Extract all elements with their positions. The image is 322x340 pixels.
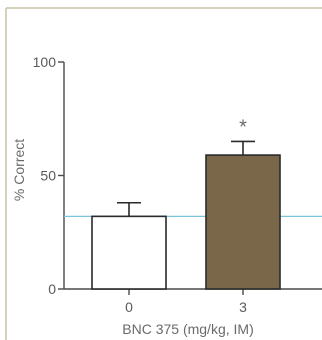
significance-marker-1: * — [239, 116, 247, 138]
y-axis-label: % Correct — [11, 139, 27, 201]
y-tick-label-50: 50 — [40, 168, 56, 184]
x-tick-label-1: 3 — [239, 299, 247, 315]
bar-1 — [205, 154, 281, 290]
y-tick-label-0: 0 — [48, 281, 56, 297]
x-axis-label: BNC 375 (mg/kg, IM) — [122, 321, 253, 337]
x-tick-label-0: 0 — [125, 299, 133, 315]
y-tick-label-100: 100 — [33, 54, 57, 70]
bar-0 — [91, 215, 167, 290]
